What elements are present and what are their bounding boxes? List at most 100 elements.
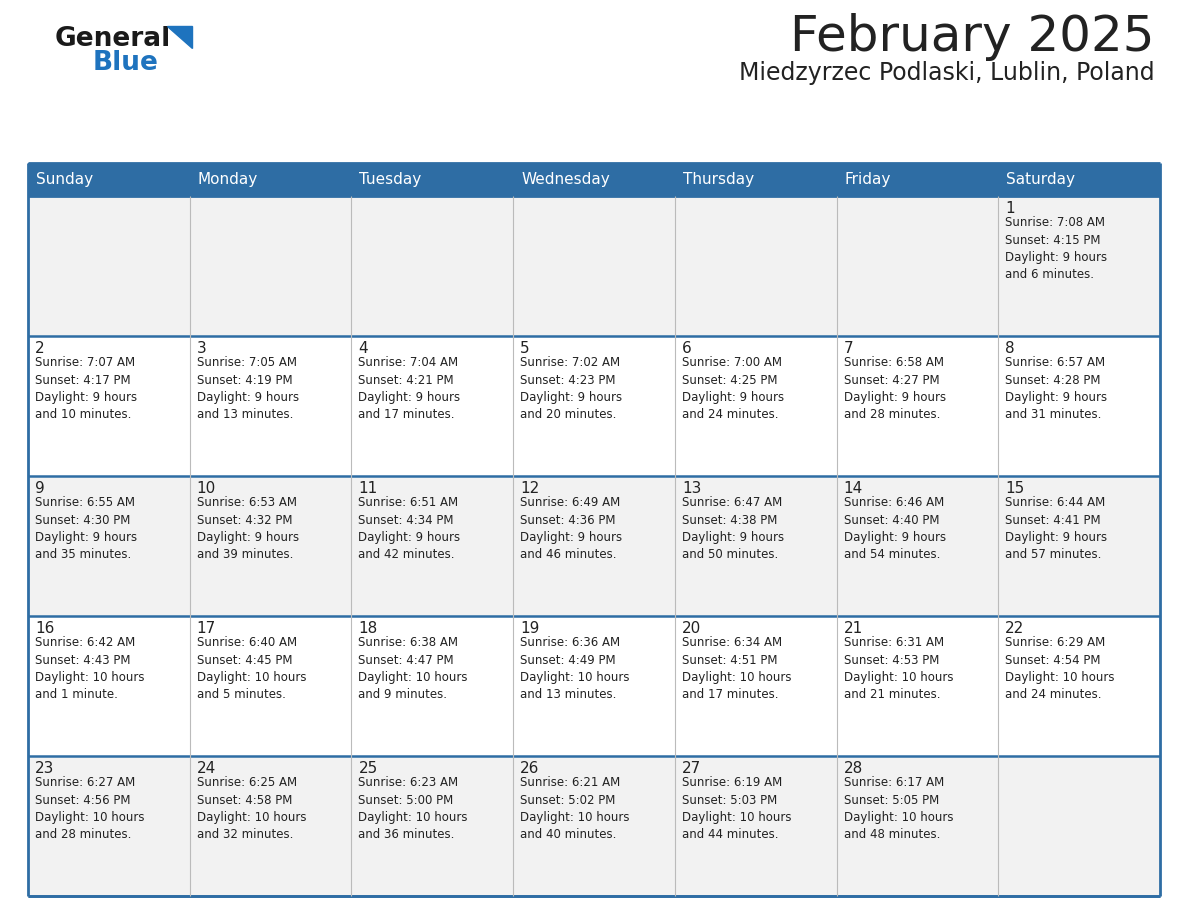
Bar — [675, 476, 836, 616]
Text: 16: 16 — [34, 621, 55, 636]
Text: 27: 27 — [682, 761, 701, 776]
Text: Sunrise: 6:44 AM
Sunset: 4:41 PM
Daylight: 9 hours
and 57 minutes.: Sunrise: 6:44 AM Sunset: 4:41 PM Dayligh… — [1005, 496, 1107, 562]
Text: Sunrise: 6:38 AM
Sunset: 4:47 PM
Daylight: 10 hours
and 9 minutes.: Sunrise: 6:38 AM Sunset: 4:47 PM Dayligh… — [359, 636, 468, 701]
Bar — [513, 163, 675, 196]
Bar — [352, 163, 513, 196]
Bar — [513, 196, 675, 336]
Text: Sunrise: 6:53 AM
Sunset: 4:32 PM
Daylight: 9 hours
and 39 minutes.: Sunrise: 6:53 AM Sunset: 4:32 PM Dayligh… — [197, 496, 299, 562]
Text: Sunrise: 6:51 AM
Sunset: 4:34 PM
Daylight: 9 hours
and 42 minutes.: Sunrise: 6:51 AM Sunset: 4:34 PM Dayligh… — [359, 496, 461, 562]
Bar — [190, 163, 352, 196]
Bar — [29, 476, 190, 616]
Text: 23: 23 — [34, 761, 55, 776]
Text: Wednesday: Wednesday — [522, 172, 609, 187]
Text: Thursday: Thursday — [683, 172, 754, 187]
Text: 9: 9 — [34, 481, 45, 496]
Bar — [513, 336, 675, 476]
Text: Sunrise: 6:46 AM
Sunset: 4:40 PM
Daylight: 9 hours
and 54 minutes.: Sunrise: 6:46 AM Sunset: 4:40 PM Dayligh… — [843, 496, 946, 562]
Text: Miedzyrzec Podlaski, Lublin, Poland: Miedzyrzec Podlaski, Lublin, Poland — [739, 61, 1155, 85]
Bar — [998, 476, 1159, 616]
Text: Friday: Friday — [845, 172, 891, 187]
Text: Sunrise: 6:17 AM
Sunset: 5:05 PM
Daylight: 10 hours
and 48 minutes.: Sunrise: 6:17 AM Sunset: 5:05 PM Dayligh… — [843, 776, 953, 842]
Text: Tuesday: Tuesday — [360, 172, 422, 187]
Text: 11: 11 — [359, 481, 378, 496]
Text: Sunday: Sunday — [36, 172, 93, 187]
Bar — [190, 756, 352, 896]
Bar — [998, 196, 1159, 336]
Bar — [352, 476, 513, 616]
Bar — [836, 336, 998, 476]
Text: 1: 1 — [1005, 201, 1015, 216]
Text: 18: 18 — [359, 621, 378, 636]
Bar — [998, 756, 1159, 896]
Text: 7: 7 — [843, 341, 853, 356]
Bar — [675, 336, 836, 476]
Text: 21: 21 — [843, 621, 862, 636]
Text: Sunrise: 7:08 AM
Sunset: 4:15 PM
Daylight: 9 hours
and 6 minutes.: Sunrise: 7:08 AM Sunset: 4:15 PM Dayligh… — [1005, 216, 1107, 282]
Bar — [675, 616, 836, 756]
Text: 25: 25 — [359, 761, 378, 776]
Text: February 2025: February 2025 — [790, 13, 1155, 61]
Bar — [836, 163, 998, 196]
Text: 4: 4 — [359, 341, 368, 356]
Text: Monday: Monday — [197, 172, 258, 187]
Text: Sunrise: 6:23 AM
Sunset: 5:00 PM
Daylight: 10 hours
and 36 minutes.: Sunrise: 6:23 AM Sunset: 5:00 PM Dayligh… — [359, 776, 468, 842]
Text: 13: 13 — [682, 481, 701, 496]
Text: 14: 14 — [843, 481, 862, 496]
Bar — [836, 476, 998, 616]
Bar — [29, 756, 190, 896]
Text: Sunrise: 6:25 AM
Sunset: 4:58 PM
Daylight: 10 hours
and 32 minutes.: Sunrise: 6:25 AM Sunset: 4:58 PM Dayligh… — [197, 776, 307, 842]
Text: Blue: Blue — [93, 50, 159, 76]
Text: 28: 28 — [843, 761, 862, 776]
Bar — [190, 336, 352, 476]
Bar — [352, 196, 513, 336]
Polygon shape — [168, 26, 192, 48]
Text: Saturday: Saturday — [1006, 172, 1075, 187]
Bar — [29, 616, 190, 756]
Bar — [675, 756, 836, 896]
Bar — [836, 616, 998, 756]
Text: Sunrise: 6:34 AM
Sunset: 4:51 PM
Daylight: 10 hours
and 17 minutes.: Sunrise: 6:34 AM Sunset: 4:51 PM Dayligh… — [682, 636, 791, 701]
Text: Sunrise: 6:55 AM
Sunset: 4:30 PM
Daylight: 9 hours
and 35 minutes.: Sunrise: 6:55 AM Sunset: 4:30 PM Dayligh… — [34, 496, 137, 562]
Text: Sunrise: 7:07 AM
Sunset: 4:17 PM
Daylight: 9 hours
and 10 minutes.: Sunrise: 7:07 AM Sunset: 4:17 PM Dayligh… — [34, 356, 137, 421]
Bar — [190, 196, 352, 336]
Text: 2: 2 — [34, 341, 45, 356]
Text: Sunrise: 6:27 AM
Sunset: 4:56 PM
Daylight: 10 hours
and 28 minutes.: Sunrise: 6:27 AM Sunset: 4:56 PM Dayligh… — [34, 776, 145, 842]
Bar — [352, 756, 513, 896]
Text: Sunrise: 6:58 AM
Sunset: 4:27 PM
Daylight: 9 hours
and 28 minutes.: Sunrise: 6:58 AM Sunset: 4:27 PM Dayligh… — [843, 356, 946, 421]
Bar — [513, 476, 675, 616]
Text: 3: 3 — [197, 341, 207, 356]
Text: 26: 26 — [520, 761, 539, 776]
Text: Sunrise: 7:02 AM
Sunset: 4:23 PM
Daylight: 9 hours
and 20 minutes.: Sunrise: 7:02 AM Sunset: 4:23 PM Dayligh… — [520, 356, 623, 421]
Text: 20: 20 — [682, 621, 701, 636]
Bar — [29, 196, 190, 336]
Text: Sunrise: 6:57 AM
Sunset: 4:28 PM
Daylight: 9 hours
and 31 minutes.: Sunrise: 6:57 AM Sunset: 4:28 PM Dayligh… — [1005, 356, 1107, 421]
Bar — [836, 196, 998, 336]
Text: 10: 10 — [197, 481, 216, 496]
Text: Sunrise: 6:49 AM
Sunset: 4:36 PM
Daylight: 9 hours
and 46 minutes.: Sunrise: 6:49 AM Sunset: 4:36 PM Dayligh… — [520, 496, 623, 562]
Text: 17: 17 — [197, 621, 216, 636]
Text: Sunrise: 6:47 AM
Sunset: 4:38 PM
Daylight: 9 hours
and 50 minutes.: Sunrise: 6:47 AM Sunset: 4:38 PM Dayligh… — [682, 496, 784, 562]
Text: 5: 5 — [520, 341, 530, 356]
Bar — [190, 616, 352, 756]
Text: Sunrise: 7:05 AM
Sunset: 4:19 PM
Daylight: 9 hours
and 13 minutes.: Sunrise: 7:05 AM Sunset: 4:19 PM Dayligh… — [197, 356, 299, 421]
Text: Sunrise: 6:21 AM
Sunset: 5:02 PM
Daylight: 10 hours
and 40 minutes.: Sunrise: 6:21 AM Sunset: 5:02 PM Dayligh… — [520, 776, 630, 842]
Bar — [675, 196, 836, 336]
Bar — [998, 616, 1159, 756]
Text: Sunrise: 6:31 AM
Sunset: 4:53 PM
Daylight: 10 hours
and 21 minutes.: Sunrise: 6:31 AM Sunset: 4:53 PM Dayligh… — [843, 636, 953, 701]
Bar — [836, 756, 998, 896]
Bar — [352, 336, 513, 476]
Text: General: General — [55, 26, 171, 52]
Text: 24: 24 — [197, 761, 216, 776]
Text: 12: 12 — [520, 481, 539, 496]
Text: 19: 19 — [520, 621, 539, 636]
Bar — [998, 336, 1159, 476]
Bar — [190, 476, 352, 616]
Bar — [998, 163, 1159, 196]
Text: Sunrise: 6:19 AM
Sunset: 5:03 PM
Daylight: 10 hours
and 44 minutes.: Sunrise: 6:19 AM Sunset: 5:03 PM Dayligh… — [682, 776, 791, 842]
Bar — [29, 163, 190, 196]
Text: 8: 8 — [1005, 341, 1015, 356]
Bar — [675, 163, 836, 196]
Bar — [513, 616, 675, 756]
Bar — [29, 336, 190, 476]
Text: Sunrise: 7:00 AM
Sunset: 4:25 PM
Daylight: 9 hours
and 24 minutes.: Sunrise: 7:00 AM Sunset: 4:25 PM Dayligh… — [682, 356, 784, 421]
